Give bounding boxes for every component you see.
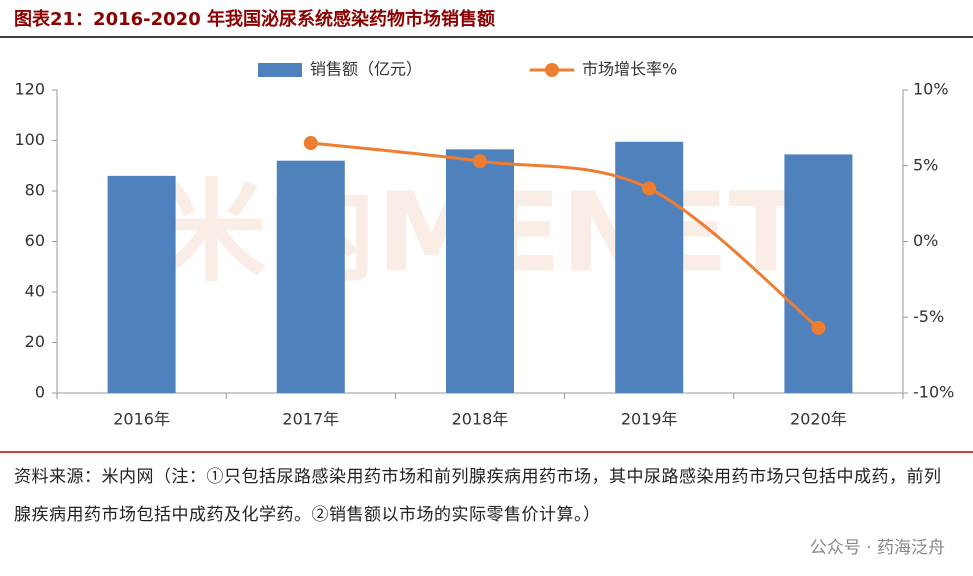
watermark: 公众号 · 药海泛舟: [809, 538, 945, 558]
legend-swatch: [545, 63, 559, 77]
legend-label: 市场增长率%: [582, 60, 677, 79]
bar: [107, 175, 176, 393]
y-tick-label: 120: [14, 80, 45, 99]
line-point: [811, 320, 826, 335]
x-tick-label: 2020年: [790, 410, 847, 429]
line: [310, 141, 820, 330]
y2-tick-label: -10%: [913, 383, 954, 402]
line-point: [303, 136, 318, 151]
y-tick-label: 20: [25, 332, 45, 351]
y-tick-label: 100: [14, 130, 45, 149]
x-tick-label: 2018年: [452, 410, 509, 429]
x-tick-label: 2017年: [282, 410, 339, 429]
y2-tick-label: 10%: [913, 80, 949, 99]
y-tick-label: 40: [25, 282, 45, 301]
legend-swatch: [258, 63, 302, 77]
bar: [276, 160, 345, 393]
bar: [446, 149, 514, 393]
y2-tick-label: 0%: [913, 231, 938, 250]
x-tick-label: 2016年: [113, 410, 170, 429]
y2-tick-label: -5%: [913, 307, 944, 326]
line-point: [642, 181, 657, 196]
y-tick-label: 60: [25, 231, 45, 250]
line-point: [473, 154, 487, 169]
x-tick-label: 2019年: [621, 410, 678, 429]
source-note: 资料来源：米内网（注：①只包括尿路感染用药市场和前列腺疾病用药市场，其中尿路感染…: [14, 467, 942, 525]
y-tick-label: 80: [25, 181, 45, 200]
chart-title: 图表21：2016-2020 年我国泌尿系统感染药物市场销售额: [14, 8, 495, 30]
legend-label: 销售额（亿元）: [310, 60, 422, 79]
y2-tick-label: 5%: [913, 155, 938, 174]
y-tick-label: 0: [35, 383, 45, 402]
bar: [784, 154, 853, 393]
